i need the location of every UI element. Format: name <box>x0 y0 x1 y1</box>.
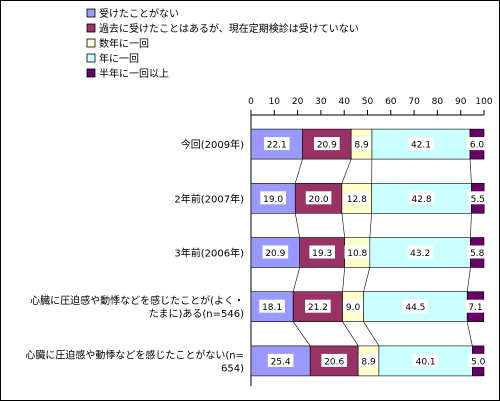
data-label-bg-c4-s3 <box>342 299 364 313</box>
data-label-bg-c3-s1 <box>262 245 289 259</box>
data-label-c2-s2: 20.0 <box>309 195 329 205</box>
data-label-bg-c2-s2 <box>305 191 332 205</box>
data-label-c4-s5: 7.1 <box>468 303 482 313</box>
series-connector-c3-s4 <box>466 267 471 292</box>
series-connector-c2-s2 <box>341 213 345 238</box>
x-tick-label-30: 30 <box>315 97 327 107</box>
data-label-bg-c4-s5 <box>465 299 486 313</box>
data-label-bg-c1-s2 <box>314 137 340 151</box>
category-label-1-line-1: 今回(2009年) <box>181 138 244 151</box>
data-label-c3-s1: 20.9 <box>265 249 285 259</box>
series-connector-c2-s4 <box>470 213 472 238</box>
data-label-bg-c4-s2 <box>305 299 331 313</box>
data-label-bg-c1-s5 <box>466 137 488 151</box>
data-label-c1-s4: 42.1 <box>411 141 431 151</box>
series-connector-c1-s1 <box>294 159 303 184</box>
data-label-c3-s4: 43.2 <box>410 249 430 259</box>
data-label-c5-s1: 25.4 <box>271 357 291 367</box>
data-label-c1-s2: 20.9 <box>317 141 337 151</box>
legend-label-1: 受けたことがない <box>99 7 179 20</box>
category-label-4-line-2: たまに)ある(n=546) <box>149 308 244 320</box>
data-label-c3-s3: 10.8 <box>347 249 367 259</box>
data-label-c2-s1: 19.0 <box>263 195 283 205</box>
data-label-bg-c4-s1 <box>259 299 285 313</box>
legend-swatch-2 <box>86 23 96 33</box>
data-label-bg-c2-s5 <box>467 191 488 205</box>
data-label-c3-s5: 5.8 <box>470 249 485 259</box>
legend-swatch-4 <box>86 53 96 63</box>
data-label-c1-s1: 22.1 <box>267 141 287 151</box>
data-label-c4-s2: 21.2 <box>308 303 328 313</box>
category-label-5-line-1: 心臓に圧迫感や動悸などを感じたことがない(n= <box>25 348 244 361</box>
data-label-bg-c5-s3 <box>358 353 379 367</box>
data-label-c4-s3: 9.0 <box>346 303 361 313</box>
x-tick-label-100: 100 <box>475 97 492 107</box>
data-label-bg-c3-s5 <box>467 245 488 259</box>
x-tick-label-70: 70 <box>408 97 420 107</box>
data-label-bg-c1-s1 <box>263 137 290 151</box>
data-label-bg-c4-s4 <box>402 299 429 313</box>
data-label-bg-c3-s3 <box>344 245 371 259</box>
data-label-bg-c2-s3 <box>343 191 370 205</box>
data-label-c4-s4: 44.5 <box>405 303 425 313</box>
category-label-5-line-2: 654) <box>221 363 244 374</box>
legend-swatch-5 <box>86 68 96 78</box>
data-label-bg-c5-s4 <box>412 353 439 367</box>
x-tick-label-10: 10 <box>269 97 281 107</box>
series-connector-c3-s3 <box>363 267 371 292</box>
category-label-2-line-1: 2年前(2007年) <box>174 192 244 205</box>
data-label-bg-c5-s1 <box>267 353 294 367</box>
legend-label-5: 半年に一回以上 <box>99 67 169 80</box>
series-connector-c4-s1 <box>292 321 311 347</box>
series-connector-c1-s2 <box>341 158 352 184</box>
series-connector-c2-s3 <box>369 213 372 238</box>
series-connector-c4-s4 <box>466 321 473 346</box>
data-label-bg-c2-s1 <box>260 191 286 205</box>
legend-swatch-1 <box>86 8 96 18</box>
data-label-c1-s5: 6.0 <box>470 141 485 151</box>
legend-swatch-3 <box>86 38 96 48</box>
legend-label-2: 過去に受けたことはあるが、現在定期検診は受けていない <box>99 22 359 35</box>
series-connector-c3-s1 <box>292 267 300 292</box>
x-tick-label-90: 90 <box>455 97 467 107</box>
data-label-bg-c5-s5 <box>468 353 489 367</box>
data-label-c1-s3: 8.9 <box>354 141 369 151</box>
x-tick-label-60: 60 <box>385 97 397 107</box>
legend-label-4: 年に一回 <box>99 52 139 65</box>
data-label-c2-s3: 12.8 <box>347 195 367 205</box>
series-connector-c2-s1 <box>294 213 300 238</box>
data-label-c3-s2: 19.3 <box>312 249 332 259</box>
data-label-bg-c1-s4 <box>408 137 434 151</box>
series-connector-c3-s2 <box>342 267 345 292</box>
data-label-bg-c1-s3 <box>351 137 372 151</box>
series-connector-c1-s4 <box>469 159 472 184</box>
data-label-c2-s5: 5.5 <box>471 195 485 205</box>
x-tick-label-40: 40 <box>338 97 350 107</box>
data-label-bg-c3-s2 <box>309 245 335 259</box>
x-tick-label-20: 20 <box>292 97 304 107</box>
data-label-c5-s2: 20.6 <box>324 357 344 367</box>
series-connector-c4-s3 <box>363 321 380 347</box>
series-connector-c4-s2 <box>342 321 359 347</box>
x-tick-label-50: 50 <box>362 97 374 107</box>
data-label-c4-s1: 18.1 <box>262 303 282 313</box>
data-label-c5-s3: 8.9 <box>361 357 376 367</box>
data-label-c5-s4: 40.1 <box>416 357 436 367</box>
data-label-c5-s5: 5.0 <box>471 357 486 367</box>
x-tick-label-80: 80 <box>432 97 444 107</box>
category-label-4-line-1: 心臓に圧迫感や動悸などを感じたことが(よく・ <box>30 294 244 307</box>
data-label-bg-c2-s4 <box>408 191 435 205</box>
data-label-c2-s4: 42.8 <box>412 195 432 205</box>
data-label-bg-c3-s4 <box>407 245 433 259</box>
x-tick-label-0: 0 <box>248 97 254 107</box>
category-label-3-line-1: 3年前(2006年) <box>174 247 244 260</box>
data-label-bg-c5-s2 <box>321 353 347 367</box>
legend-label-3: 数年に一回 <box>99 37 149 50</box>
